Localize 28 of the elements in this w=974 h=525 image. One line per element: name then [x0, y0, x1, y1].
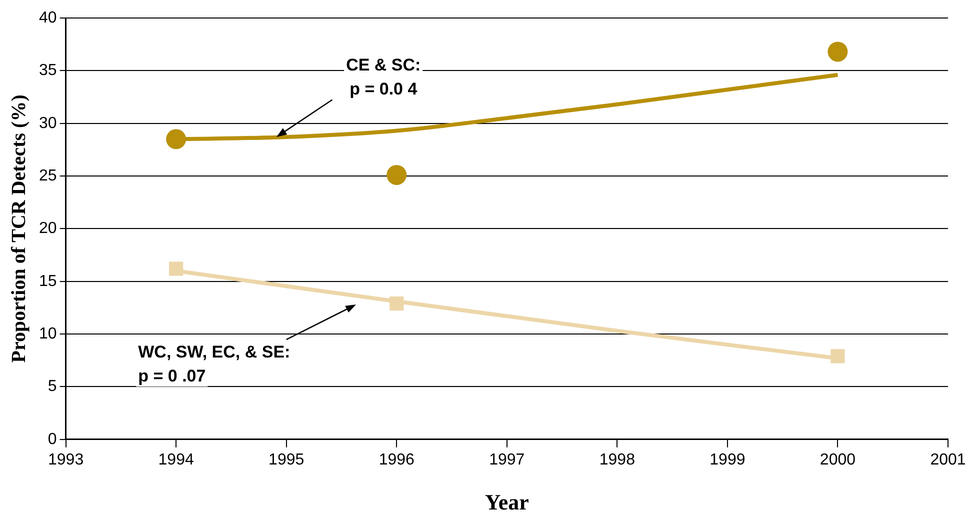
y-tick-label: 40 — [39, 9, 57, 26]
point — [169, 262, 184, 276]
point — [390, 296, 404, 311]
point — [386, 164, 407, 185]
x-tick-label: 1993 — [48, 451, 84, 468]
y-tick-label: 5 — [48, 378, 57, 396]
x-tick-label: 2000 — [820, 451, 856, 468]
x-tick-label: 2001 — [930, 451, 966, 468]
x-tick-label: 1994 — [158, 451, 194, 468]
y-tick-label: 30 — [39, 114, 57, 132]
x-axis-title: Year — [484, 489, 530, 514]
y-tick-label: 35 — [39, 62, 57, 80]
point — [166, 129, 186, 150]
x-tick-label: 1996 — [378, 451, 415, 468]
annotation: CE & SC: p = 0.0 4 — [346, 56, 421, 99]
annotation: WC, SW, EC, & SE: p = 0 .07 — [138, 342, 290, 386]
y-tick-label: 15 — [39, 272, 57, 290]
point — [828, 42, 848, 62]
x-tick-label: 1995 — [268, 451, 304, 468]
x-tick-label: 1998 — [599, 451, 636, 468]
y-tick-label: 0 — [48, 430, 57, 448]
x-tick-label: 1999 — [710, 451, 746, 468]
y-axis-title: Proportion of TCR Detects (%) — [8, 94, 30, 363]
y-tick-label: 25 — [39, 167, 57, 184]
x-tick-label: 1997 — [489, 451, 525, 468]
point — [830, 349, 845, 364]
y-tick-label: 20 — [39, 220, 57, 238]
y-tick-label: 10 — [39, 325, 57, 342]
